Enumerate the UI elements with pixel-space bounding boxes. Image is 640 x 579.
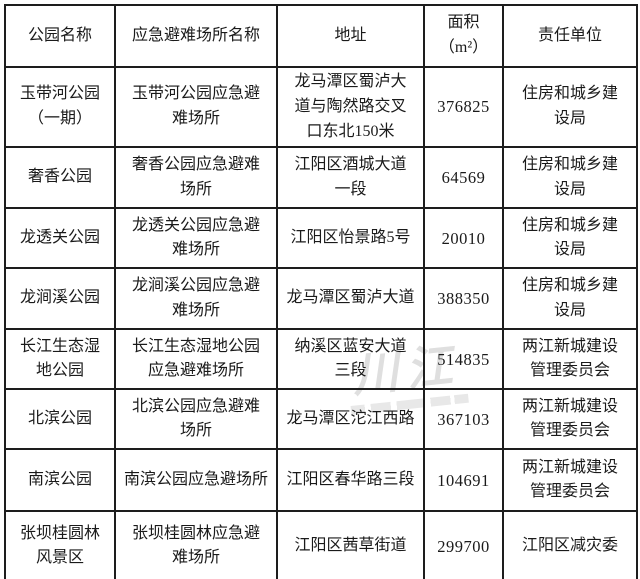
address-cell: 江阳区春华路三段 [276, 448, 425, 513]
area-cell: 64569 [423, 146, 504, 210]
area-cell: 299700 [423, 510, 504, 579]
col-header-responsible-unit: 责任单位 [502, 4, 638, 68]
col-header-shelter-name: 应急避难场所名称 [114, 4, 278, 68]
shelter-name-cell: 长江生态湿地公园 应急避难场所 [114, 328, 278, 391]
emergency-shelter-table: 公园名称 应急避难场所名称 地址 面积 （m²） 责任单位 玉带河公园 （一期）… [4, 4, 638, 579]
responsible-unit-cell: 住房和城乡建 设局 [502, 146, 638, 210]
shelter-name-cell: 张坝桂圆林应急避 难场所 [114, 510, 278, 579]
responsible-unit-cell: 住房和城乡建 设局 [502, 267, 638, 331]
park-name-cell: 奢香公园 [4, 146, 116, 210]
table-row: 奢香公园 奢香公园应急避难 场所 江阳区酒城大道 一段 64569 住房和城乡建… [4, 146, 638, 210]
park-name-cell: 龙涧溪公园 [4, 267, 116, 331]
responsible-unit-cell: 两江新城建设 管理委员会 [502, 328, 638, 391]
address-cell: 龙马潭区蜀泸大 道与陶然路交叉 口东北150米 [276, 65, 425, 149]
col-header-area: 面积 （m²） [423, 4, 504, 68]
header-row: 公园名称 应急避难场所名称 地址 面积 （m²） 责任单位 [4, 4, 638, 68]
park-name-cell: 龙透关公园 [4, 207, 116, 270]
address-cell: 江阳区怡景路5号 [276, 207, 425, 270]
shelter-name-cell: 北滨公园应急避难 场所 [114, 388, 278, 451]
address-cell: 龙马潭区沱江西路 [276, 388, 425, 451]
table-row: 长江生态湿 地公园 长江生态湿地公园 应急避难场所 纳溪区蓝安大道 三段 514… [4, 328, 638, 391]
table-row: 龙透关公园 龙透关公园应急避 难场所 江阳区怡景路5号 20010 住房和城乡建… [4, 207, 638, 270]
address-cell: 纳溪区蓝安大道 三段 [276, 328, 425, 391]
responsible-unit-cell: 两江新城建设 管理委员会 [502, 388, 638, 451]
shelter-name-cell: 龙透关公园应急避 难场所 [114, 207, 278, 270]
table-row: 北滨公园 北滨公园应急避难 场所 龙马潭区沱江西路 367103 两江新城建设 … [4, 388, 638, 451]
table-row: 南滨公园 南滨公园应急避场所 江阳区春华路三段 104691 两江新城建设 管理… [4, 448, 638, 513]
area-cell: 367103 [423, 388, 504, 451]
park-name-cell: 南滨公园 [4, 448, 116, 513]
responsible-unit-cell: 住房和城乡建 设局 [502, 65, 638, 149]
area-cell: 388350 [423, 267, 504, 331]
shelter-name-cell: 龙涧溪公园应急避 难场所 [114, 267, 278, 331]
col-header-park-name: 公园名称 [4, 4, 116, 68]
address-cell: 江阳区茜草街道 [276, 510, 425, 579]
responsible-unit-cell: 两江新城建设 管理委员会 [502, 448, 638, 513]
address-cell: 江阳区酒城大道 一段 [276, 146, 425, 210]
shelter-name-cell: 玉带河公园应急避 难场所 [114, 65, 278, 149]
area-cell: 20010 [423, 207, 504, 270]
area-cell: 104691 [423, 448, 504, 513]
park-name-cell: 张坝桂圆林 风景区 [4, 510, 116, 579]
park-name-cell: 玉带河公园 （一期） [4, 65, 116, 149]
address-cell: 龙马潭区蜀泸大道 [276, 267, 425, 331]
area-cell: 376825 [423, 65, 504, 149]
park-name-cell: 北滨公园 [4, 388, 116, 451]
table-row: 张坝桂圆林 风景区 张坝桂圆林应急避 难场所 江阳区茜草街道 299700 江阳… [4, 510, 638, 579]
shelter-name-cell: 奢香公园应急避难 场所 [114, 146, 278, 210]
table-row: 龙涧溪公园 龙涧溪公园应急避 难场所 龙马潭区蜀泸大道 388350 住房和城乡… [4, 267, 638, 331]
responsible-unit-cell: 住房和城乡建 设局 [502, 207, 638, 270]
area-cell: 514835 [423, 328, 504, 391]
responsible-unit-cell: 江阳区减灾委 [502, 510, 638, 579]
table-row: 玉带河公园 （一期） 玉带河公园应急避 难场所 龙马潭区蜀泸大 道与陶然路交叉 … [4, 65, 638, 149]
col-header-address: 地址 [276, 4, 425, 68]
park-name-cell: 长江生态湿 地公园 [4, 328, 116, 391]
shelter-name-cell: 南滨公园应急避场所 [114, 448, 278, 513]
